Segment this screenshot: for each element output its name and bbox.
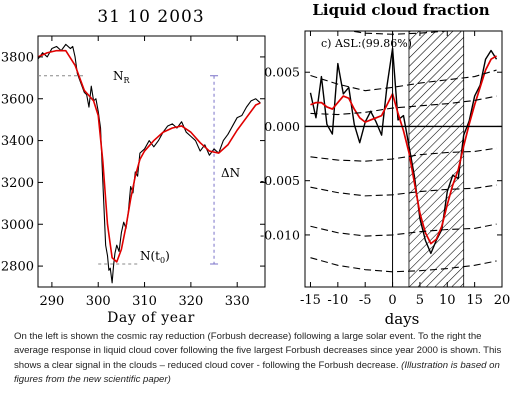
- left-plot-frame: [37, 35, 266, 288]
- x-tick-label: 15: [466, 293, 483, 308]
- x-tick-label: -10: [327, 293, 348, 308]
- left-chart-title: 31 10 2003: [97, 7, 204, 27]
- n-t0-label: N(t0): [140, 249, 170, 265]
- x-tick-label: 5: [416, 293, 424, 308]
- cosmic-ray-smoothed-line: [38, 49, 261, 263]
- hatched-region: [408, 30, 465, 288]
- left-x-ticks: 290 300 310 320 330: [39, 36, 250, 309]
- x-tick-label: 330: [225, 294, 250, 309]
- x-tick-label: 290: [39, 294, 64, 309]
- y-tick-label: 3000: [1, 218, 34, 233]
- figure-caption: On the left is shown the cosmic ray redu…: [14, 330, 506, 388]
- significance-contour-line: [310, 184, 497, 197]
- right-y-ticks: -0.010 -0.005 0.000 0.005: [260, 65, 502, 242]
- y-tick-label: 0.000: [264, 119, 300, 134]
- right-series: [309, 31, 498, 273]
- right-x-ticks: -15 -10 -5 0 5 10 15 20: [300, 31, 510, 308]
- x-tick-label: 310: [132, 294, 157, 309]
- significance-contour-line: [310, 257, 497, 273]
- left-x-axis-label: Day of year: [107, 310, 195, 326]
- x-tick-label: 0: [388, 293, 396, 308]
- nr-label: NR: [113, 69, 131, 85]
- significance-contour-line: [310, 223, 497, 237]
- nr-subscript: R: [124, 76, 131, 85]
- x-tick-label: 300: [86, 294, 111, 309]
- right-chart-title: Liquid cloud fraction: [312, 1, 489, 19]
- figure: 31 10 2003 290 300 310 320 330 2800 3000 3200 3…: [1, 1, 510, 328]
- y-tick-label: -0.010: [260, 227, 300, 242]
- significance-contour-line: [310, 147, 497, 162]
- right-plot-frame: [304, 30, 503, 288]
- significance-contour-line: [347, 31, 451, 35]
- right-panel-annotation: c) ASL:(99.86%): [321, 37, 412, 50]
- zero-lines: [305, 31, 502, 287]
- y-tick-label: 3600: [1, 92, 34, 107]
- y-tick-label: 3800: [1, 50, 34, 65]
- reference-lines: [38, 75, 219, 265]
- x-tick-label: -15: [300, 293, 321, 308]
- y-tick-label: 0.005: [264, 65, 300, 80]
- cosmic-ray-raw-line: [38, 43, 261, 284]
- left-y-ticks: 2800 3000 3200 3400 3600 3800: [1, 50, 265, 275]
- cloud-fraction-chart: Liquid cloud fraction -15 -10 -5 0 5 10 15 20 -…: [260, 1, 510, 328]
- right-x-axis-label: days: [385, 310, 420, 328]
- y-tick-label: 2800: [1, 260, 34, 275]
- x-tick-label: 10: [439, 293, 456, 308]
- delta-n-label: ΔN: [221, 166, 240, 180]
- hatch-fill: [408, 31, 464, 287]
- nr-letter: N: [113, 69, 124, 83]
- caption-note: (Illustration is based on figures from t…: [14, 359, 500, 386]
- significance-contour-line: [310, 95, 497, 116]
- y-tick-label: -0.005: [260, 173, 300, 188]
- n-t-close: ): [165, 249, 170, 263]
- left-series: [38, 43, 261, 284]
- cosmic-ray-chart: 31 10 2003 290 300 310 320 330 2800 3000 3200 3…: [1, 7, 266, 326]
- cloud-fraction-smoothed-line: [310, 55, 497, 245]
- significance-contour-line: [310, 69, 497, 92]
- t0-subscript: 0: [160, 256, 165, 265]
- caption-text: On the left is shown the cosmic ray redu…: [14, 331, 502, 371]
- x-tick-label: 320: [178, 294, 203, 309]
- x-tick-label: 20: [494, 293, 511, 308]
- y-tick-label: 3400: [1, 134, 34, 149]
- cloud-fraction-raw-line: [309, 47, 498, 255]
- x-tick-label: -5: [359, 293, 372, 308]
- y-tick-label: 3200: [1, 176, 34, 191]
- n-t-text: N(t: [140, 249, 160, 263]
